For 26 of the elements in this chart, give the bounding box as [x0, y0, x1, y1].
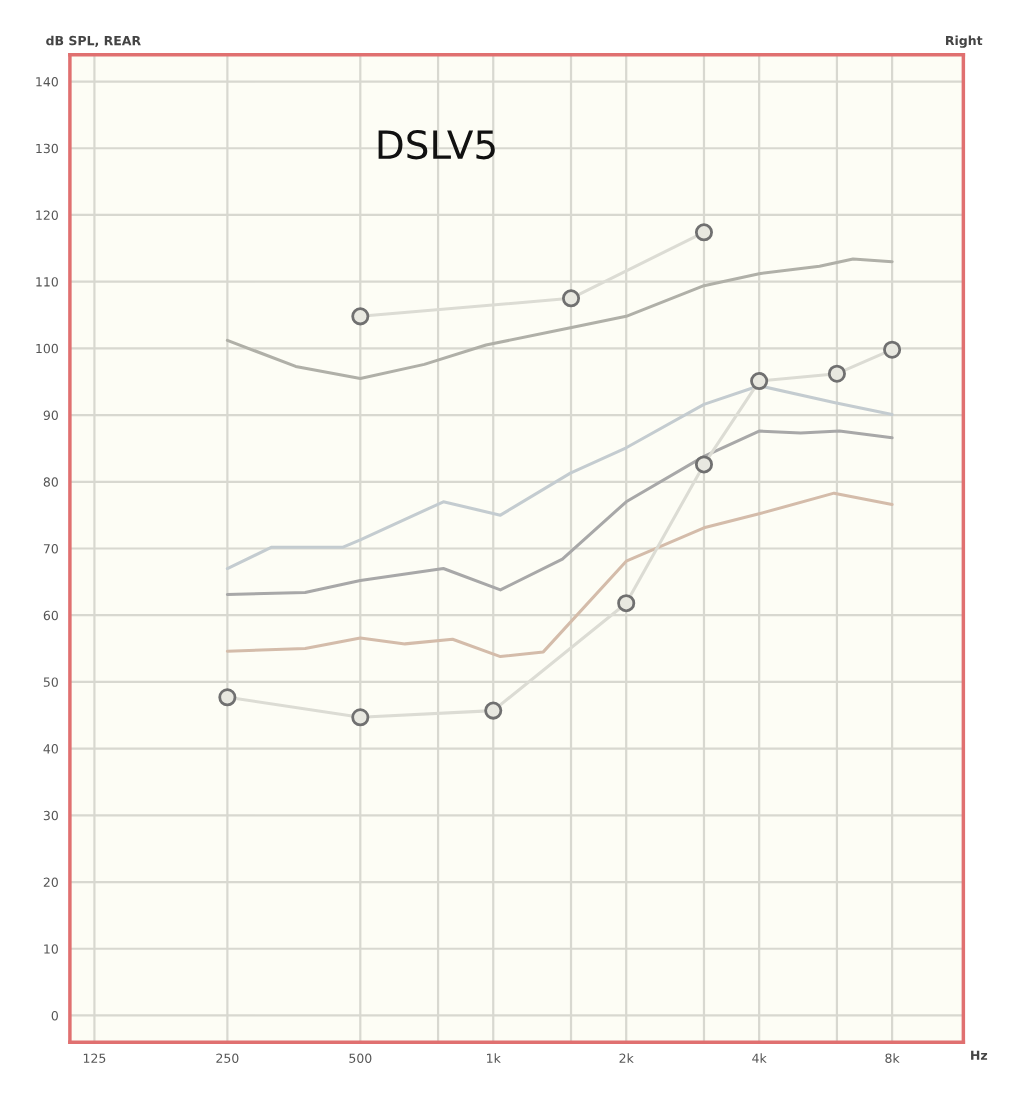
- y-tick-label: 140: [36, 77, 58, 87]
- y-tick-label: 40: [43, 744, 58, 754]
- x-axis-title: Hz: [971, 1050, 988, 1060]
- chart-subtitle: Right: [946, 35, 983, 48]
- y-tick-label: 30: [43, 810, 58, 821]
- y-tick-label: 10: [44, 944, 58, 954]
- y-tick-label: 110: [36, 277, 58, 287]
- x-tick-label: 2k: [619, 1053, 634, 1063]
- x-tick-label: 4k: [752, 1053, 767, 1063]
- y-tick-label: 0: [51, 1010, 58, 1021]
- x-tick-label: 500: [349, 1053, 372, 1063]
- y-tick-label: 130: [36, 143, 58, 154]
- y-tick-label: 90: [43, 410, 58, 421]
- chart-title: dB SPL, REAR: [46, 35, 141, 47]
- y-tick-label: 80: [43, 477, 58, 487]
- y-tick-label: 20: [43, 877, 58, 887]
- annotation: DSLV5: [378, 129, 495, 160]
- y-tick-label: 70: [43, 543, 58, 554]
- x-tick-label: 250: [216, 1053, 239, 1063]
- x-tick-label: 1k: [487, 1053, 501, 1063]
- y-tick-label: 120: [36, 210, 58, 220]
- y-tick-label: 50: [43, 677, 58, 687]
- x-tick-label: 125: [83, 1053, 106, 1063]
- x-tick-label: 8k: [885, 1053, 900, 1063]
- y-tick-label: 100: [36, 343, 58, 354]
- y-tick-label: 60: [43, 610, 58, 621]
